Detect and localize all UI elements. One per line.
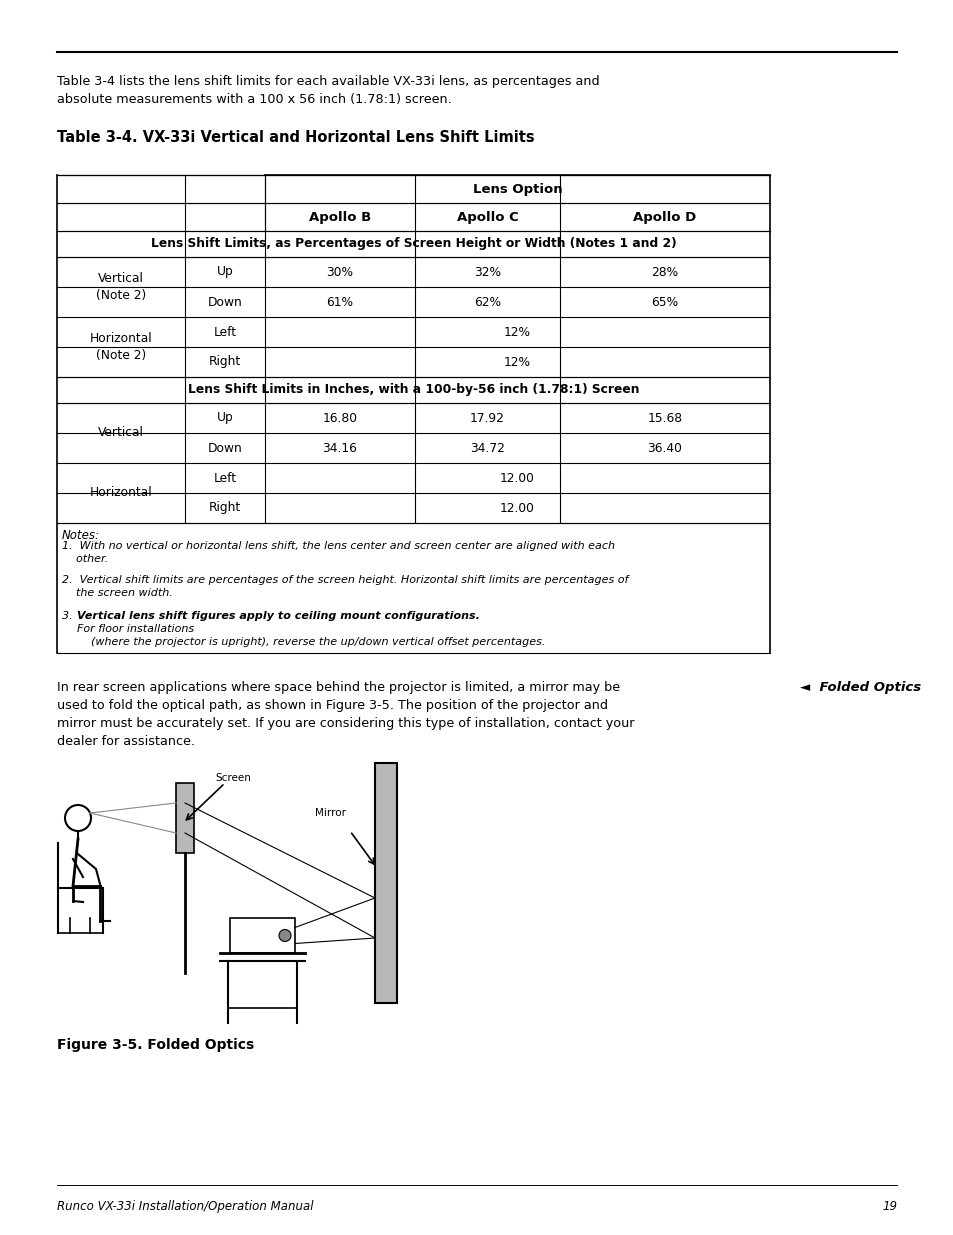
Text: 28%: 28% [651,266,678,279]
Text: Lens Shift Limits, as Percentages of Screen Height or Width (Notes 1 and 2): Lens Shift Limits, as Percentages of Scr… [151,237,676,251]
Text: Apollo D: Apollo D [633,210,696,224]
Text: Right: Right [209,501,241,515]
Text: 19: 19 [882,1200,896,1213]
Text: 12%: 12% [503,326,531,338]
Text: 1.  With no vertical or horizontal lens shift, the lens center and screen center: 1. With no vertical or horizontal lens s… [62,541,615,564]
Text: 62%: 62% [474,295,500,309]
Text: 12.00: 12.00 [499,472,535,484]
Text: Table 3-4 lists the lens shift limits for each available VX-33i lens, as percent: Table 3-4 lists the lens shift limits fo… [57,75,599,106]
Text: Runco VX-33i Installation/Operation Manual: Runco VX-33i Installation/Operation Manu… [57,1200,314,1213]
Text: 30%: 30% [326,266,354,279]
Text: In rear screen applications where space behind the projector is limited, a mirro: In rear screen applications where space … [57,680,634,748]
Text: Horizontal: Horizontal [90,487,152,499]
Text: Up: Up [216,266,233,279]
Text: 12.00: 12.00 [499,501,535,515]
Bar [58,147,264,203]
Text: Screen: Screen [214,773,251,783]
Text: Lens Shift Limits in Inches, with a 100-by-56 inch (1.78:1) Screen: Lens Shift Limits in Inches, with a 100-… [188,384,639,396]
Text: 16.80: 16.80 [322,411,357,425]
Text: Notes:: Notes: [62,529,100,542]
Text: Table 3-4. VX-33i Vertical and Horizontal Lens Shift Limits: Table 3-4. VX-33i Vertical and Horizonta… [57,130,534,144]
Text: ◄  Folded Optics: ◄ Folded Optics [800,680,921,694]
Text: Apollo B: Apollo B [309,210,371,224]
Bar [58,231,768,257]
Text: Up: Up [216,411,233,425]
Text: 2.  Vertical shift limits are percentages of the screen height. Horizontal shift: 2. Vertical shift limits are percentages… [62,576,628,598]
Text: 34.72: 34.72 [470,441,504,454]
Text: Vertical
(Note 2): Vertical (Note 2) [95,273,146,301]
Text: Left: Left [213,326,236,338]
Text: Figure 3-5. Folded Optics: Figure 3-5. Folded Optics [57,1037,254,1052]
Text: Mirror: Mirror [314,808,346,818]
Text: Down: Down [208,295,242,309]
Text: Lens Option: Lens Option [472,183,561,195]
Bar [175,783,193,853]
Text: 65%: 65% [651,295,678,309]
Bar [375,763,396,1003]
Bar [230,918,294,953]
Text: Down: Down [208,441,242,454]
Text: 15.68: 15.68 [647,411,681,425]
Text: Left: Left [213,472,236,484]
Text: For floor installations
    (where the projector is upright), reverse the up/dow: For floor installations (where the proje… [77,624,545,647]
Text: 3.: 3. [62,611,79,621]
Text: 17.92: 17.92 [470,411,504,425]
Text: 32%: 32% [474,266,500,279]
Text: Apollo C: Apollo C [456,210,517,224]
Bar [57,175,769,653]
Text: 36.40: 36.40 [647,441,681,454]
Text: Vertical: Vertical [98,426,144,440]
Text: 34.16: 34.16 [322,441,357,454]
Text: Vertical lens shift figures apply to ceiling mount configurations.: Vertical lens shift figures apply to cei… [77,611,479,621]
Text: Right: Right [209,356,241,368]
Circle shape [278,930,291,941]
Bar [58,524,768,652]
Bar [58,378,768,403]
Text: 61%: 61% [326,295,354,309]
Text: Horizontal
(Note 2): Horizontal (Note 2) [90,332,152,362]
Text: 12%: 12% [503,356,531,368]
